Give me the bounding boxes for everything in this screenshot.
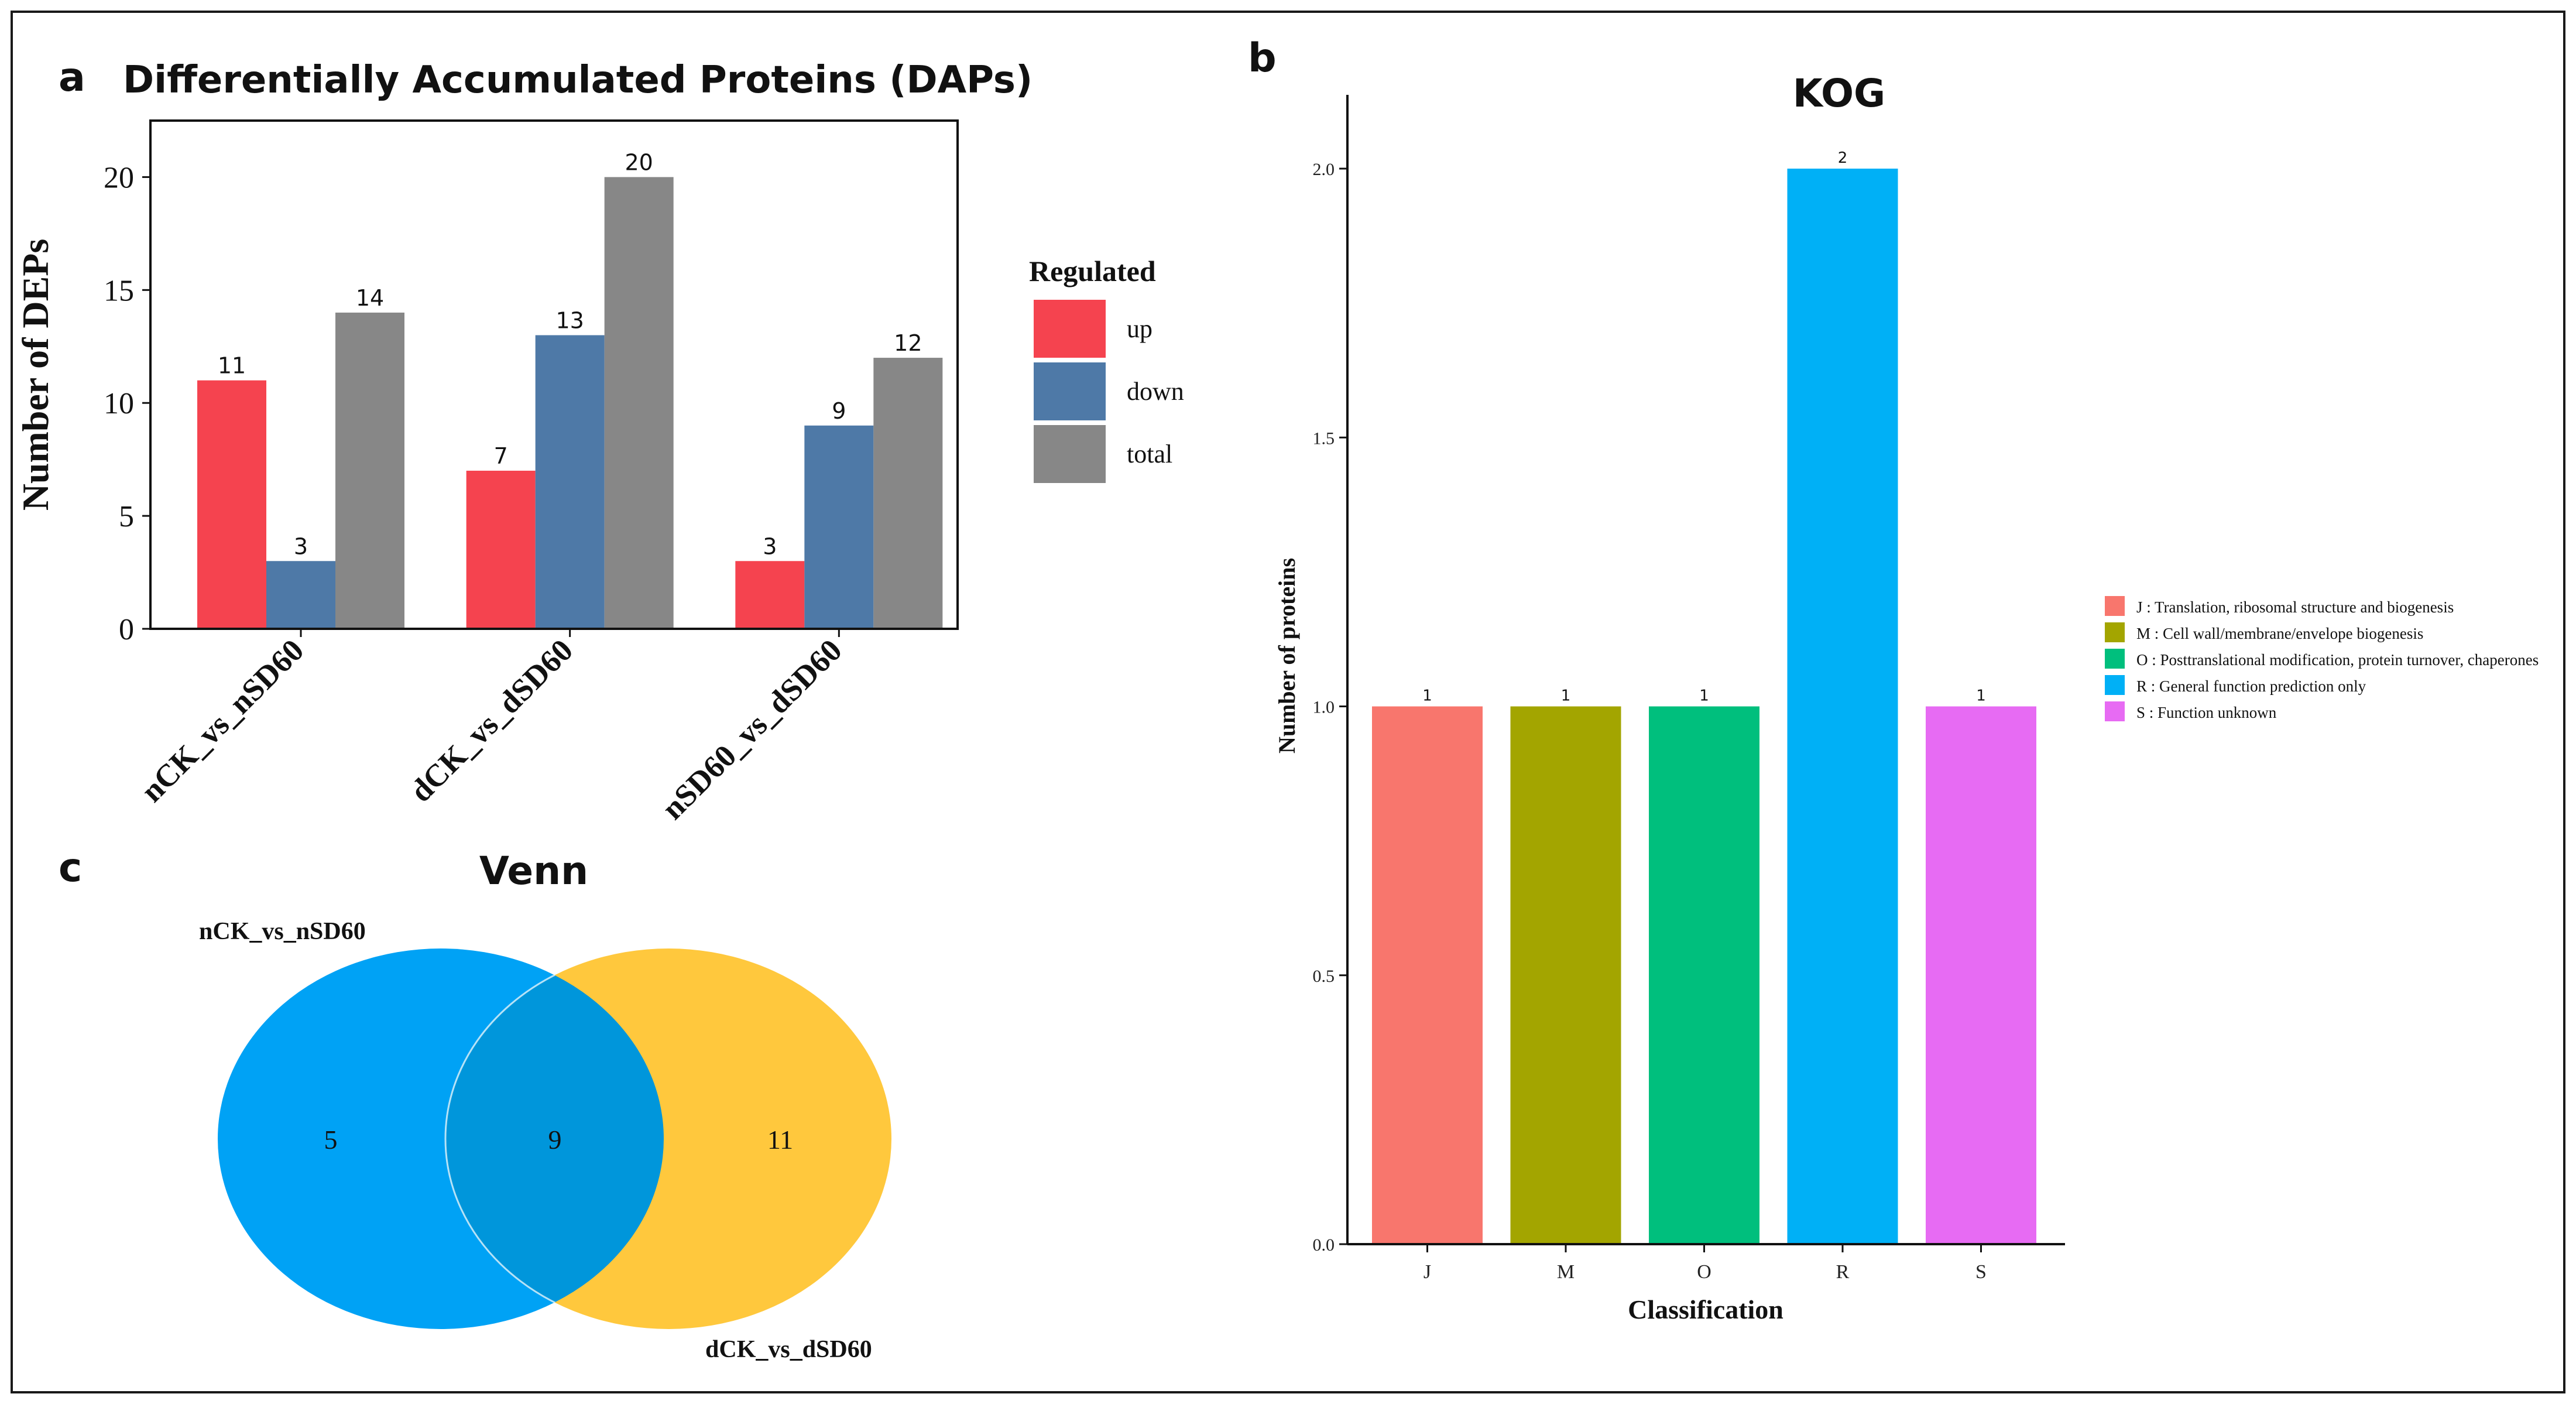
data-label-total-dCK_vs_dSD60: 20 [625,149,653,175]
data-label-kog-R: 2 [1838,149,1848,167]
panel-b-x-axis-label: Classification [1628,1295,1783,1324]
legend-swatch-kog-M [2105,622,2125,642]
y-tick-label: 1.5 [1313,429,1335,448]
bar-down-dCK_vs_dSD60 [535,335,605,629]
data-label-up-nCK_vs_nSD60: 11 [218,353,246,379]
y-tick-label: 0.5 [1313,967,1335,986]
x-tick-label: dCK_vs_dSD60 [403,632,579,809]
venn-diagram: 5 9 11 nCK_vs_nSD60 dCK_vs_dSD60 [199,918,891,1363]
legend-swatch-kog-O [2105,649,2125,669]
venn-intersection [444,948,664,1329]
legend-label-kog-J: J : Translation, ribosomal structure and… [2136,598,2454,616]
data-label-up-nSD60_vs_dSD60: 3 [763,533,777,559]
panel-c-title: Venn [479,848,588,893]
legend-title: Regulated [1029,255,1156,287]
legend-swatch-kog-S [2105,701,2125,721]
bar-kog-M [1510,706,1621,1244]
bar-kog-O [1649,706,1759,1244]
panel-c: c Venn 5 9 11 nCK_vs_nSD60 dCK_vs_dSD60 [59,845,891,1363]
panel-b: b KOG Number of proteins Classification … [1248,35,2539,1324]
x-tick-label: R [1836,1261,1850,1283]
panel-b-title: KOG [1793,71,1885,116]
y-tick-label: 0 [119,613,134,646]
panel-a-legend: Regulated up down total [1029,255,1184,483]
venn-left-only-count: 5 [324,1125,338,1155]
y-tick-label: 1.0 [1313,698,1335,717]
legend-swatch-up [1034,300,1106,358]
bar-up-nSD60_vs_dSD60 [735,561,805,629]
data-label-down-nSD60_vs_dSD60: 9 [832,398,846,424]
data-label-down-nCK_vs_nSD60: 3 [294,533,308,559]
panel-a-title: Differentially Accumulated Proteins (DAP… [123,59,1033,102]
data-label-down-dCK_vs_dSD60: 13 [555,307,584,333]
x-tick-label: M [1557,1261,1575,1283]
panel-a: a Differentially Accumulated Proteins (D… [15,54,1184,826]
bar-up-dCK_vs_dSD60 [466,470,536,629]
panel-b-ticks: J M O R S 0.0 0.5 1.0 1.5 2.0 [1313,160,1987,1283]
bar-kog-R [1787,169,1898,1244]
legend-label-kog-R: R : General function prediction only [2136,677,2366,695]
legend-label-kog-M: M : Cell wall/membrane/envelope biogenes… [2136,625,2423,642]
bar-down-nCK_vs_nSD60 [266,561,335,629]
panel-b-bars: 1 1 1 2 1 [1372,149,2036,1244]
venn-right-set-label: dCK_vs_dSD60 [705,1336,872,1363]
data-label-kog-S: 1 [1976,687,1986,705]
legend-swatch-kog-R [2105,675,2125,695]
x-tick-label: O [1697,1261,1711,1283]
x-tick-label: nCK_vs_nSD60 [134,632,310,809]
y-tick-label: 2.0 [1313,160,1335,179]
panel-a-bars: 11 3 14 7 13 20 3 9 12 [197,149,943,629]
legend-swatch-total [1034,425,1106,483]
x-tick-label: J [1424,1261,1431,1283]
y-tick-label: 20 [104,161,134,194]
legend-label-kog-S: S : Function unknown [2136,704,2277,721]
panel-c-letter: c [59,845,82,891]
bar-total-dCK_vs_dSD60 [604,177,674,629]
legend-swatch-down [1034,362,1106,420]
data-label-kog-O: 1 [1699,687,1709,705]
panel-a-letter: a [59,54,85,101]
bar-down-nSD60_vs_dSD60 [804,425,874,629]
legend-swatch-kog-J [2105,596,2125,616]
y-tick-label: 10 [104,387,134,420]
x-tick-label: nSD60_vs_dSD60 [655,632,849,826]
y-tick-label: 15 [104,274,134,307]
y-tick-label: 0.0 [1313,1235,1335,1255]
panel-a-y-axis-label: Number of DEPs [15,239,56,511]
venn-right-only-count: 11 [767,1125,793,1155]
bar-total-nCK_vs_nSD60 [335,312,404,629]
data-label-total-nCK_vs_nSD60: 14 [356,285,384,311]
y-tick-label: 5 [119,500,134,533]
bar-kog-J [1372,706,1483,1244]
data-label-total-nSD60_vs_dSD60: 12 [894,330,922,356]
x-tick-label: S [1975,1261,1987,1283]
panel-b-letter: b [1248,35,1277,81]
venn-left-set-label: nCK_vs_nSD60 [199,918,366,945]
panel-b-legend: J : Translation, ribosomal structure and… [2105,596,2539,721]
legend-label-down: down [1127,377,1184,406]
legend-label-kog-O: O : Posttranslational modification, prot… [2136,651,2539,669]
legend-label-up: up [1127,314,1152,343]
data-label-kog-J: 1 [1422,687,1432,705]
bar-total-nSD60_vs_dSD60 [873,358,943,629]
venn-intersection-count: 9 [548,1125,562,1155]
panel-b-y-axis-label: Number of proteins [1274,558,1300,754]
data-label-up-dCK_vs_dSD60: 7 [494,443,508,469]
legend-label-total: total [1127,440,1172,468]
data-label-kog-M: 1 [1561,687,1571,705]
bar-up-nCK_vs_nSD60 [197,380,266,629]
bar-kog-S [1926,706,2036,1244]
figure-frame [11,11,2565,1393]
panel-a-plot-border [149,119,959,630]
